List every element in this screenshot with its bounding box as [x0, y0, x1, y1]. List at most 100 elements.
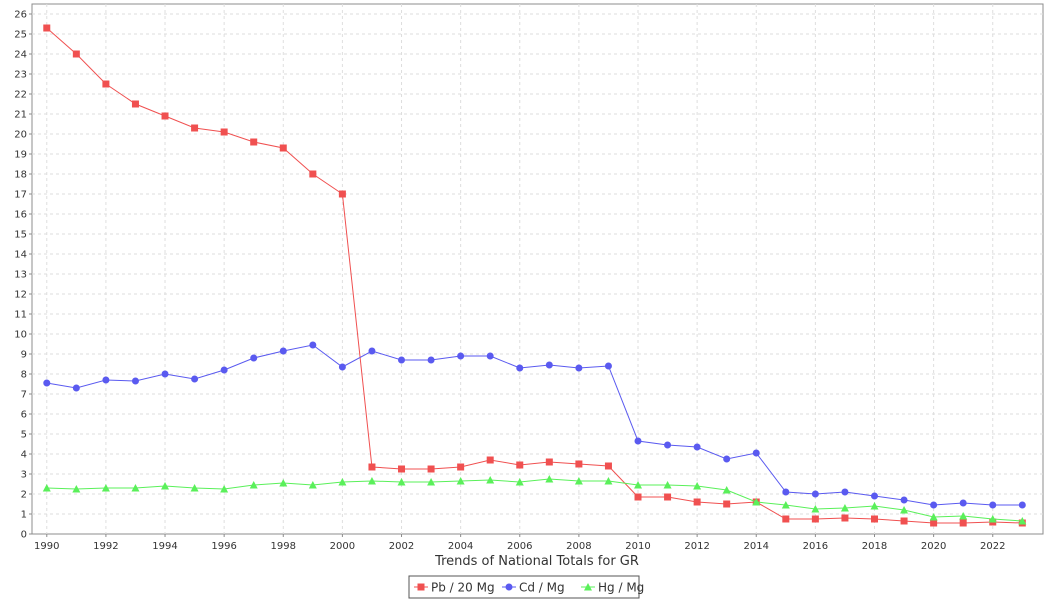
data-point-pb: [723, 500, 731, 508]
data-point-hg: [308, 481, 317, 489]
x-tick-label: 2014: [744, 541, 769, 552]
legend-item-hg: Hg / Mg: [581, 581, 644, 595]
data-point-hg: [161, 482, 170, 490]
data-point-cd: [693, 443, 701, 451]
data-point-pb: [398, 465, 406, 473]
data-point-cd: [43, 379, 51, 387]
data-point-hg: [101, 484, 110, 492]
data-point-hg: [840, 504, 849, 512]
y-tick-label: 20: [14, 130, 27, 141]
x-tick-label: 1990: [34, 541, 59, 552]
data-point-cd: [516, 364, 524, 372]
legend: Pb / 20 Mg Cd / Mg Hg / Mg: [408, 575, 644, 599]
data-point-hg: [959, 512, 968, 520]
y-tick-label: 22: [14, 90, 27, 101]
y-tick-label: 4: [21, 450, 27, 461]
x-tick-label: 2022: [980, 541, 1005, 552]
x-tick-label: 2004: [448, 541, 473, 552]
legend-label: Hg / Mg: [598, 581, 644, 595]
x-axis-title: Trends of National Totals for GR: [434, 554, 639, 569]
series-layer: [42, 24, 1027, 527]
data-point-cd: [575, 364, 583, 372]
y-tick-label: 2: [21, 490, 27, 501]
y-tick-label: 11: [14, 310, 27, 321]
y-tick-label: 3: [21, 470, 27, 481]
data-point-hg: [693, 482, 702, 490]
data-point-pb: [72, 50, 80, 58]
x-tick-label: 2006: [507, 541, 532, 552]
data-point-cd: [161, 370, 169, 378]
data-point-hg: [574, 477, 583, 485]
data-point-pb: [102, 80, 110, 88]
y-tick-label: 8: [21, 370, 27, 381]
data-point-hg: [929, 513, 938, 521]
data-point-cd: [634, 437, 642, 445]
data-point-pb: [309, 170, 317, 178]
y-tick-label: 23: [14, 70, 27, 81]
data-point-pb: [871, 515, 878, 523]
data-point-pb: [368, 463, 376, 471]
y-tick-label: 6: [21, 410, 27, 421]
data-point-cd: [959, 499, 967, 507]
data-point-cd: [900, 496, 908, 504]
data-point-hg: [663, 481, 672, 489]
data-point-pb: [220, 128, 228, 136]
data-point-pb: [634, 493, 642, 501]
data-point-hg: [604, 477, 613, 485]
data-point-pb: [486, 456, 494, 464]
data-point-pb: [457, 463, 465, 471]
data-point-hg: [634, 481, 643, 489]
x-tick-label: 1992: [93, 541, 118, 552]
data-point-hg: [515, 478, 524, 486]
x-tick-label: 2018: [862, 541, 887, 552]
data-point-cd: [486, 352, 494, 360]
data-point-cd: [989, 501, 997, 509]
data-point-pb: [427, 465, 435, 473]
grid: [32, 4, 1043, 534]
data-point-pb: [545, 458, 553, 466]
data-point-cd: [250, 354, 258, 362]
y-tick-label: 18: [14, 170, 27, 181]
y-tick-label: 10: [14, 330, 27, 341]
data-point-pb: [930, 519, 938, 527]
data-point-cd: [752, 449, 760, 457]
data-point-cd: [930, 501, 938, 509]
y-tick-label: 15: [14, 230, 27, 241]
data-point-cd: [338, 363, 346, 371]
data-point-pb: [664, 493, 672, 501]
data-point-hg: [72, 485, 81, 493]
data-point-hg: [131, 484, 140, 492]
data-point-cd: [457, 352, 465, 360]
series-line-cd: [46, 344, 1023, 506]
data-point-cd: [604, 362, 612, 370]
legend-marker-hg: [584, 583, 592, 591]
y-tick-label: 21: [14, 110, 27, 121]
data-point-pb: [811, 515, 819, 523]
data-point-hg: [42, 484, 51, 492]
y-tick-label: 9: [21, 350, 27, 361]
y-tick-label: 19: [14, 150, 27, 161]
data-point-pb: [841, 514, 849, 522]
x-tick-label: 1998: [271, 541, 296, 552]
y-tick-label: 26: [14, 10, 27, 21]
data-point-cd: [1018, 501, 1026, 509]
data-point-cd: [841, 488, 849, 496]
data-point-hg: [811, 505, 820, 513]
data-point-hg: [190, 484, 199, 492]
data-point-pb: [279, 144, 287, 152]
data-point-cd: [309, 341, 317, 349]
series-line-hg: [46, 478, 1023, 522]
data-point-pb: [338, 190, 346, 198]
x-tick-label: 1994: [152, 541, 177, 552]
y-tick-label: 5: [21, 430, 27, 441]
data-point-pb: [161, 112, 169, 120]
series-pb: [43, 24, 1026, 527]
data-point-cd: [871, 492, 878, 500]
data-point-pb: [191, 124, 199, 132]
y-tick-label: 24: [14, 50, 27, 61]
data-point-hg: [752, 498, 761, 506]
data-point-cd: [427, 356, 435, 364]
data-point-pb: [516, 461, 524, 469]
data-point-cd: [782, 488, 790, 496]
